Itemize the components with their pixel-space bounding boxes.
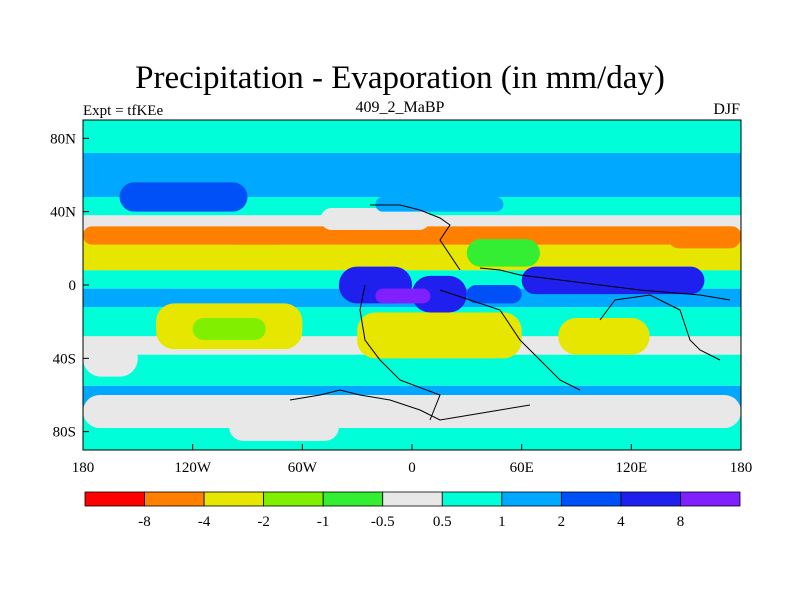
- x-tick-label-1: 120W: [174, 460, 212, 476]
- field-patch-14: [83, 340, 138, 377]
- colorbar-swatch-9: [620, 491, 681, 507]
- y-tick-label-2: 0: [69, 278, 77, 294]
- colorbar-swatch-8: [560, 491, 622, 507]
- y-tick-label-4: 80S: [53, 425, 76, 441]
- colorbar-swatch-6: [441, 491, 503, 507]
- x-tick-label-0: 180: [72, 460, 95, 476]
- period-label: 409_2_MaBP: [355, 99, 445, 116]
- colorbar-swatch-1: [144, 491, 205, 507]
- colorbar-swatch-2: [203, 491, 265, 507]
- colorbar-label-0: -8: [138, 514, 151, 530]
- y-axis: 80N 40N 0 40S 80S: [50, 131, 89, 441]
- field-patch-18: [229, 233, 285, 245]
- y-tick-label-1: 40N: [50, 205, 76, 221]
- field-patch-17: [667, 226, 741, 249]
- colorbar-label-7: 2: [558, 514, 566, 530]
- x-tick-label-6: 180: [730, 460, 753, 476]
- lat-band-5: [83, 252, 741, 271]
- field-patch-11: [521, 266, 705, 295]
- field-patch-0: [119, 182, 248, 212]
- colorbar-swatch-3: [263, 491, 324, 507]
- colorbar-label-4: -0.5: [371, 514, 395, 530]
- field-patch-2: [320, 208, 431, 230]
- colorbar-swatch-0: [84, 491, 145, 507]
- x-tick-label-2: 60W: [288, 460, 318, 476]
- colorbar-swatch-7: [501, 491, 562, 507]
- field-patch-6: [357, 312, 522, 359]
- lat-band-0: [83, 120, 741, 153]
- y-tick-label-3: 40S: [53, 351, 76, 367]
- field-patch-5: [192, 318, 266, 340]
- precip-field: [83, 120, 741, 450]
- coastline-north-america: [370, 204, 461, 271]
- field-patch-9: [412, 275, 467, 313]
- colorbar-label-9: 8: [677, 514, 685, 530]
- y-tick-label-0: 80N: [50, 131, 76, 147]
- field-patch-10: [466, 285, 522, 304]
- colorbar-label-5: 0.5: [433, 514, 452, 530]
- coastline-australia: [599, 294, 721, 361]
- chart-title: Precipitation - Evaporation (in mm/day): [135, 60, 665, 96]
- coastline-south-america: [359, 284, 441, 421]
- experiment-label: Expt = tfKEe: [83, 103, 164, 119]
- colorbar-label-3: -1: [317, 514, 330, 530]
- coastline-africa: [439, 289, 581, 391]
- season-label: DJF: [713, 101, 740, 118]
- x-tick-label-4: 60E: [510, 460, 534, 476]
- x-tick-label-3: 0: [408, 460, 416, 476]
- field-patch-3: [375, 197, 504, 212]
- lat-band-10: [83, 354, 741, 386]
- colorbar-swatch-10: [680, 491, 741, 507]
- field-patch-13: [466, 239, 540, 267]
- field-patch-12: [375, 288, 431, 304]
- colorbar-label-1: -4: [198, 514, 211, 530]
- field-patch-15: [83, 395, 741, 428]
- colorbar-label-8: 4: [617, 514, 625, 530]
- colorbar-label-6: 1: [498, 514, 506, 530]
- colorbar-swatch-4: [322, 491, 384, 507]
- x-tick-label-5: 120E: [615, 460, 647, 476]
- coastline-outline: [289, 204, 731, 421]
- coastline-asia: [479, 267, 731, 301]
- colorbar-swatch-5: [382, 491, 443, 507]
- coastline-antarctica: [289, 389, 531, 421]
- field-patch-7: [558, 318, 650, 355]
- colorbar: -8 -4 -2 -1 -0.5 0.5 1 2 4 8: [84, 491, 741, 530]
- x-axis: 180 120W 60W 0 60E 120E 180: [72, 444, 753, 476]
- colorbar-label-2: -2: [257, 514, 270, 530]
- field-patch-16: [229, 413, 339, 441]
